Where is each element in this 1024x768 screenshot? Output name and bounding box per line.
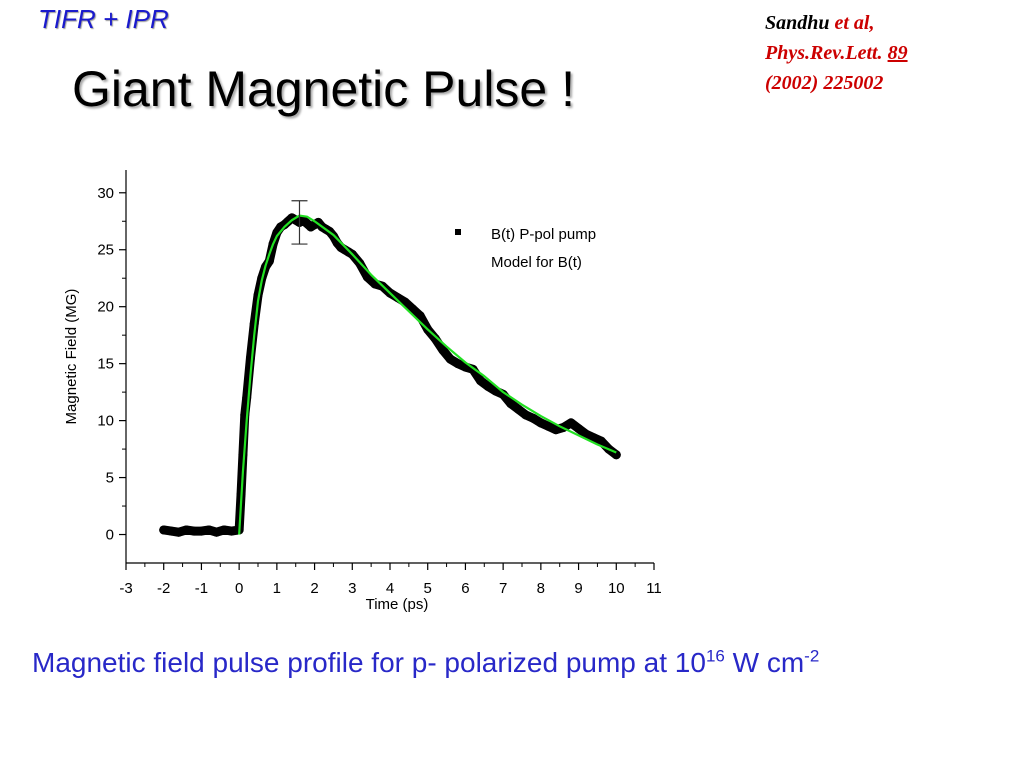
caption-unit-exponent: -2 — [804, 646, 820, 666]
data-point — [483, 381, 493, 391]
error-bar — [291, 200, 308, 245]
x-tick-label--2: -2 — [157, 580, 170, 597]
figure-caption: Magnetic field pulse profile for p- pola… — [32, 647, 819, 679]
data-point — [596, 436, 606, 446]
data-point — [574, 424, 584, 434]
data-point — [212, 527, 222, 537]
data-point — [204, 525, 214, 535]
data-point — [536, 418, 546, 428]
data-point — [227, 526, 237, 536]
data-point — [551, 425, 561, 435]
caption-text: Magnetic field pulse profile for p- pola… — [32, 647, 706, 678]
data-point — [181, 525, 191, 535]
x-tick-label-0: 0 — [235, 580, 243, 597]
series-model-bt — [238, 214, 617, 535]
x-tick-label-8: 8 — [537, 580, 545, 597]
data-point — [166, 526, 176, 536]
citation-etal: et al, — [834, 12, 875, 34]
data-point — [245, 353, 255, 363]
data-point — [445, 354, 455, 364]
y-axis-label: Magnetic Field (MG) — [63, 289, 80, 425]
y-tick-label-0: 0 — [106, 527, 114, 544]
citation-line-2: Phys.Rev.Lett. 89 — [765, 38, 908, 68]
data-point — [513, 404, 523, 414]
x-tick-label-1: 1 — [273, 580, 281, 597]
x-tick-label-6: 6 — [461, 580, 469, 597]
x-tick-label-2: 2 — [310, 580, 318, 597]
data-point — [543, 421, 553, 431]
data-point — [453, 359, 463, 369]
data-point — [476, 376, 486, 386]
y-tick-label-5: 5 — [106, 470, 114, 487]
data-point — [362, 272, 372, 282]
citation-journal: Phys.Rev.Lett. — [765, 42, 883, 64]
x-tick-label-4: 4 — [386, 580, 394, 597]
x-axis-label: Time (ps) — [366, 596, 429, 613]
y-tick-label-10: 10 — [97, 413, 114, 430]
chart-legend: B(t) P-pol pump Model for B(t) — [455, 226, 596, 271]
data-point — [581, 429, 591, 439]
model-line — [238, 214, 617, 535]
y-tick-label-25: 25 — [97, 242, 114, 259]
data-point — [415, 311, 425, 321]
y-tick-label-15: 15 — [97, 356, 114, 373]
legend-label-data: B(t) P-pol pump — [491, 226, 596, 243]
data-point — [438, 345, 448, 355]
y-tick-label-30: 30 — [97, 185, 114, 202]
data-point — [589, 433, 599, 443]
citation-line-1: Sandhu et al, — [765, 8, 908, 38]
data-point — [521, 410, 531, 420]
x-tick-label-10: 10 — [608, 580, 625, 597]
x-tick-label--3: -3 — [119, 580, 132, 597]
data-point — [189, 526, 199, 536]
caption-unit: W cm — [724, 647, 805, 678]
x-tick-label-5: 5 — [424, 580, 432, 597]
data-point — [196, 526, 206, 536]
y-tick-label-20: 20 — [97, 299, 114, 316]
y-axis-ticks: 0 5 10 15 20 25 30 — [97, 185, 126, 544]
data-point — [159, 525, 169, 535]
data-point — [528, 413, 538, 423]
x-tick-label-7: 7 — [499, 580, 507, 597]
legend-marker-data — [455, 229, 461, 235]
x-tick-label-9: 9 — [574, 580, 582, 597]
data-point — [566, 418, 576, 428]
data-point — [498, 389, 508, 399]
data-point — [506, 399, 516, 409]
data-point — [219, 525, 229, 535]
citation-author: Sandhu — [765, 12, 830, 34]
magnetic-field-chart: 0 5 10 15 20 25 30 -3 -2 -1 0 1 2 3 4 5 6 7 8 9 10 11 Magnet… — [63, 170, 662, 613]
legend-label-model: Model for B(t) — [491, 254, 582, 271]
x-axis-ticks: -3 -2 -1 0 1 2 3 4 5 6 7 8 9 10 11 — [119, 563, 662, 597]
x-tick-label-11: 11 — [646, 580, 662, 597]
citation-volume: 89 — [887, 42, 908, 64]
x-tick-label-3: 3 — [348, 580, 356, 597]
x-tick-label--1: -1 — [195, 580, 208, 597]
data-point — [174, 527, 184, 537]
organization-label: TIFR + IPR — [38, 4, 169, 34]
data-point — [430, 334, 440, 344]
citation: Sandhu et al, Phys.Rev.Lett. 89 (2002) 2… — [765, 8, 908, 98]
citation-year-page: (2002) 225002 — [765, 72, 884, 94]
slide-title: Giant Magnetic Pulse ! — [72, 61, 576, 117]
data-point — [393, 293, 403, 303]
caption-power-exponent: 16 — [705, 646, 725, 666]
